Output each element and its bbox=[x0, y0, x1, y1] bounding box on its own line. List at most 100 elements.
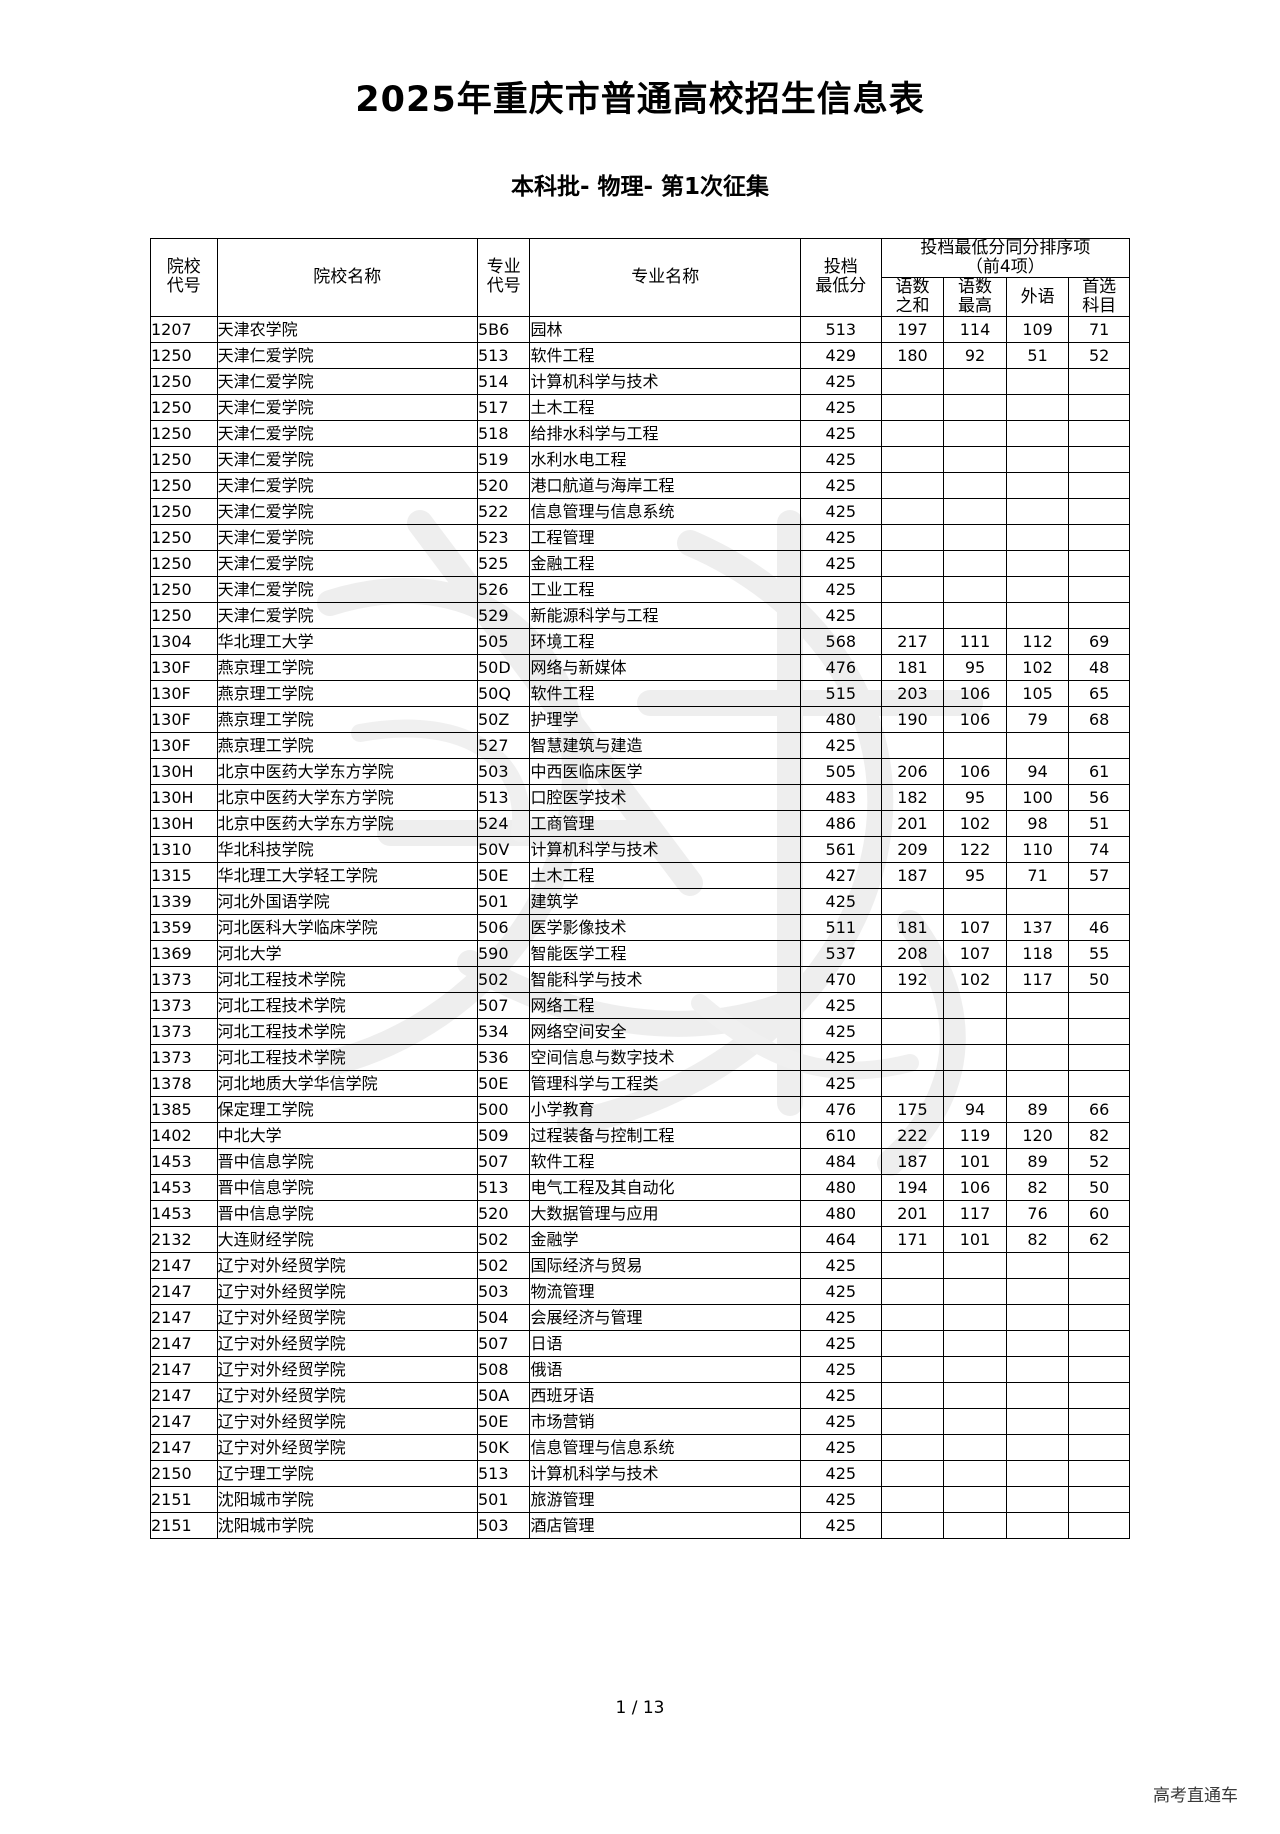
col-header-tiebreak-group: 投档最低分同分排序项 （前4项） bbox=[880, 237, 1131, 278]
cell-min-score: 425 bbox=[799, 1017, 882, 1045]
cell-sum-chinese-math bbox=[880, 575, 945, 603]
cell-major-code: 520 bbox=[476, 1199, 531, 1227]
cell-min-score: 480 bbox=[799, 705, 882, 733]
cell-sum-chinese-math bbox=[880, 367, 945, 395]
cell-first-choice-subject bbox=[1068, 601, 1130, 629]
cell-major-code: 5B6 bbox=[476, 315, 531, 343]
cell-min-score: 425 bbox=[799, 1329, 882, 1357]
cell-major-code: 50V bbox=[476, 835, 531, 863]
cell-school-code: 1250 bbox=[150, 549, 218, 577]
cell-school-name: 辽宁对外经贸学院 bbox=[216, 1381, 479, 1409]
cell-max-chinese-math bbox=[943, 1433, 1007, 1461]
cell-school-name: 天津仁爱学院 bbox=[216, 575, 479, 603]
cell-min-score: 515 bbox=[799, 679, 882, 707]
cell-foreign-language bbox=[1005, 393, 1070, 421]
cell-min-score: 464 bbox=[799, 1225, 882, 1253]
cell-first-choice-subject bbox=[1068, 523, 1130, 551]
cell-sum-chinese-math bbox=[880, 393, 945, 421]
cell-min-score: 568 bbox=[799, 627, 882, 655]
cell-school-code: 1385 bbox=[150, 1095, 218, 1123]
cell-school-name: 河北大学 bbox=[216, 939, 479, 967]
cell-school-code: 2147 bbox=[150, 1355, 218, 1383]
cell-school-name: 天津仁爱学院 bbox=[216, 497, 479, 525]
cell-school-code: 130F bbox=[150, 731, 218, 759]
cell-major-code: 524 bbox=[476, 809, 531, 837]
cell-foreign-language bbox=[1005, 1277, 1070, 1305]
cell-school-name: 北京中医药大学东方学院 bbox=[216, 757, 479, 785]
cell-foreign-language: 98 bbox=[1005, 809, 1070, 837]
cell-school-code: 2132 bbox=[150, 1225, 218, 1253]
cell-school-name: 华北理工大学 bbox=[216, 627, 479, 655]
cell-sum-chinese-math: 171 bbox=[880, 1225, 945, 1253]
cell-major-name: 水利水电工程 bbox=[529, 445, 801, 473]
cell-major-code: 507 bbox=[476, 1147, 531, 1175]
table-row: 130H 北京中医药大学东方学院 524 工商管理 486 201 102 98 51 bbox=[150, 809, 1130, 837]
cell-foreign-language: 105 bbox=[1005, 679, 1070, 707]
table-row: 1250 天津仁爱学院 519 水利水电工程 425 bbox=[150, 445, 1130, 473]
table-row: 130F 燕京理工学院 50Q 软件工程 515 203 106 105 65 bbox=[150, 679, 1130, 707]
cell-major-name: 计算机科学与技术 bbox=[529, 1459, 801, 1487]
cell-foreign-language: 102 bbox=[1005, 653, 1070, 681]
cell-major-code: 506 bbox=[476, 913, 531, 941]
cell-min-score: 425 bbox=[799, 1251, 882, 1279]
cell-foreign-language bbox=[1005, 601, 1070, 629]
cell-school-name: 沈阳城市学院 bbox=[216, 1511, 479, 1539]
cell-sum-chinese-math: 192 bbox=[880, 965, 945, 993]
cell-school-name: 北京中医药大学东方学院 bbox=[216, 783, 479, 811]
cell-major-name: 物流管理 bbox=[529, 1277, 801, 1305]
table-row: 1373 河北工程技术学院 507 网络工程 425 bbox=[150, 991, 1130, 1019]
cell-min-score: 425 bbox=[799, 393, 882, 421]
cell-major-code: 503 bbox=[476, 1511, 531, 1539]
cell-major-name: 小学教育 bbox=[529, 1095, 801, 1123]
cell-school-code: 1250 bbox=[150, 393, 218, 421]
cell-min-score: 425 bbox=[799, 601, 882, 629]
cell-min-score: 561 bbox=[799, 835, 882, 863]
cell-school-name: 燕京理工学院 bbox=[216, 731, 479, 759]
table-row: 1385 保定理工学院 500 小学教育 476 175 94 89 66 bbox=[150, 1095, 1130, 1123]
cell-major-name: 园林 bbox=[529, 315, 801, 343]
cell-max-chinese-math bbox=[943, 445, 1007, 473]
cell-max-chinese-math bbox=[943, 731, 1007, 759]
cell-school-name: 河北外国语学院 bbox=[216, 887, 479, 915]
cell-major-name: 大数据管理与应用 bbox=[529, 1199, 801, 1227]
cell-major-name: 工商管理 bbox=[529, 809, 801, 837]
cell-school-name: 河北工程技术学院 bbox=[216, 1017, 479, 1045]
cell-major-name: 信息管理与信息系统 bbox=[529, 497, 801, 525]
cell-school-name: 辽宁理工学院 bbox=[216, 1459, 479, 1487]
cell-school-name: 燕京理工学院 bbox=[216, 679, 479, 707]
cell-max-chinese-math bbox=[943, 1511, 1007, 1539]
cell-school-code: 1315 bbox=[150, 861, 218, 889]
cell-foreign-language: 112 bbox=[1005, 627, 1070, 655]
cell-school-code: 130F bbox=[150, 679, 218, 707]
cell-school-name: 天津仁爱学院 bbox=[216, 523, 479, 551]
cell-major-code: 527 bbox=[476, 731, 531, 759]
cell-min-score: 505 bbox=[799, 757, 882, 785]
cell-sum-chinese-math bbox=[880, 1381, 945, 1409]
cell-school-code: 1453 bbox=[150, 1173, 218, 1201]
cell-major-code: 50A bbox=[476, 1381, 531, 1409]
cell-major-name: 土木工程 bbox=[529, 861, 801, 889]
cell-school-code: 1250 bbox=[150, 601, 218, 629]
cell-sum-chinese-math: 217 bbox=[880, 627, 945, 655]
cell-first-choice-subject bbox=[1068, 445, 1130, 473]
cell-school-code: 130H bbox=[150, 783, 218, 811]
table-row: 2147 辽宁对外经贸学院 507 日语 425 bbox=[150, 1329, 1130, 1357]
cell-max-chinese-math bbox=[943, 497, 1007, 525]
cell-foreign-language bbox=[1005, 1069, 1070, 1097]
cell-first-choice-subject: 82 bbox=[1068, 1121, 1130, 1149]
cell-sum-chinese-math bbox=[880, 497, 945, 525]
cell-max-chinese-math: 95 bbox=[943, 653, 1007, 681]
cell-major-name: 计算机科学与技术 bbox=[529, 835, 801, 863]
cell-max-chinese-math: 95 bbox=[943, 861, 1007, 889]
cell-school-code: 1250 bbox=[150, 367, 218, 395]
cell-foreign-language bbox=[1005, 1381, 1070, 1409]
page-number: 1 / 13 bbox=[615, 1698, 665, 1719]
cell-max-chinese-math bbox=[943, 575, 1007, 603]
cell-major-code: 50E bbox=[476, 861, 531, 889]
table-row: 1402 中北大学 509 过程装备与控制工程 610 222 119 120 82 bbox=[150, 1121, 1130, 1149]
cell-max-chinese-math: 102 bbox=[943, 809, 1007, 837]
cell-major-name: 智能医学工程 bbox=[529, 939, 801, 967]
cell-sum-chinese-math: 180 bbox=[880, 341, 945, 369]
brand-watermark-text: 高考直通车 bbox=[1153, 1786, 1238, 1807]
cell-sum-chinese-math bbox=[880, 887, 945, 915]
